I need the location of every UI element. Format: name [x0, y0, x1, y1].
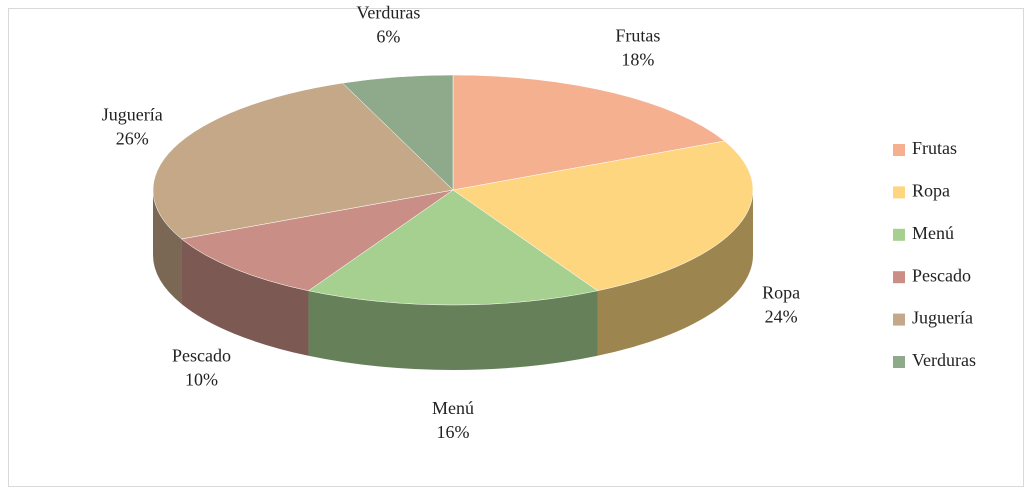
slice	[452, 74, 726, 191]
legend-swatch	[893, 313, 905, 326]
data-label: 26%	[116, 129, 149, 149]
legend-label: Frutas	[912, 138, 957, 158]
slice-side	[181, 238, 309, 356]
legend-label: Verduras	[912, 350, 976, 370]
slice-side	[597, 190, 753, 356]
data-label-name: Pescado	[172, 345, 231, 365]
data-label: 10%	[185, 369, 218, 389]
slice-side	[308, 290, 598, 370]
slice	[307, 189, 599, 306]
legend-swatch	[893, 228, 905, 241]
slice	[342, 74, 454, 191]
data-label: 16%	[437, 422, 470, 442]
data-label: 24%	[765, 307, 798, 327]
legend-swatch	[893, 356, 905, 368]
data-label-name: Verduras	[356, 2, 420, 22]
legend-label: Pescado	[912, 265, 971, 285]
legend-label: Menú	[912, 223, 954, 243]
data-label-name: Juguería	[102, 105, 163, 125]
data-label-name: Ropa	[762, 283, 800, 303]
slice	[180, 189, 454, 292]
legend-label: Ropa	[912, 181, 950, 201]
legend-swatch	[893, 271, 905, 284]
legend-label: Juguería	[912, 308, 973, 328]
data-label: 18%	[621, 49, 654, 69]
data-label-name: Menú	[432, 398, 474, 418]
slice-side	[153, 190, 182, 304]
slice	[452, 140, 754, 292]
data-label: 6%	[376, 26, 400, 46]
data-label-name: Frutas	[615, 25, 660, 45]
legend-swatch	[893, 144, 905, 156]
slice	[152, 82, 454, 240]
legend-swatch	[893, 186, 905, 199]
